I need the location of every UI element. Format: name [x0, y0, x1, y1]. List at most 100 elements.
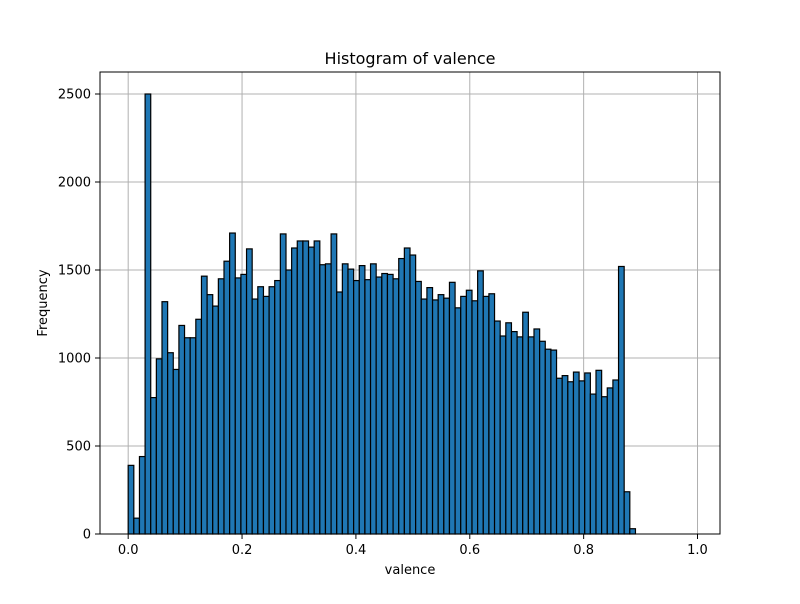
histogram-bar [561, 375, 569, 535]
x-tick-label: 0.6 [459, 543, 480, 558]
histogram-bar [465, 289, 473, 535]
histogram-bar [527, 336, 535, 535]
histogram-bar [510, 331, 518, 535]
plot-frame [99, 71, 721, 535]
histogram-bar [403, 247, 411, 535]
histogram-bar [347, 268, 355, 535]
histogram-bar [522, 311, 529, 535]
histogram-bar [167, 352, 174, 535]
histogram-bar [499, 335, 507, 535]
histogram-bar [161, 301, 169, 535]
histogram-bar [617, 265, 625, 535]
histogram-bar [437, 294, 445, 535]
histogram-bar [291, 247, 298, 535]
y-axis-ticks: 0 500 1000 1500 2000 2500 [58, 88, 100, 543]
histogram-bar [189, 337, 197, 535]
histogram-bar [127, 464, 135, 535]
histogram-bar [195, 318, 203, 535]
histogram-bar [206, 294, 214, 535]
x-tick-label: 0.8 [573, 543, 594, 558]
histogram-bar [415, 280, 422, 535]
histogram-bar [358, 265, 366, 535]
histogram-bar [245, 248, 253, 535]
x-tick-label: 0.2 [232, 543, 253, 558]
histogram-bar [623, 491, 631, 535]
histogram-bar [386, 273, 394, 535]
histogram-bar [274, 279, 281, 535]
histogram-bar [567, 381, 575, 535]
histogram-bar [409, 254, 417, 535]
histogram-bar [550, 349, 558, 535]
histogram-bar [572, 371, 580, 535]
histogram-bar [488, 293, 496, 535]
histogram-bar [268, 286, 276, 535]
histogram-bar [629, 528, 637, 535]
histogram-bar [319, 264, 327, 535]
histogram-bar [234, 277, 242, 535]
histogram-bar [584, 372, 591, 535]
y-tick-label: 2500 [58, 88, 91, 103]
histogram-bar [392, 278, 400, 535]
histogram-bar [443, 297, 451, 535]
histogram-bar [398, 257, 405, 535]
histogram-bar [595, 369, 603, 535]
histogram-bar [324, 263, 332, 535]
histogram-bar [330, 233, 338, 535]
histogram-bar [606, 387, 614, 535]
histogram-bar [150, 397, 157, 535]
histogram-bar [302, 240, 310, 535]
histogram-bar [183, 337, 191, 535]
histogram-bar [336, 291, 343, 535]
histogram-bar [144, 93, 152, 535]
y-tick-label: 1500 [58, 264, 91, 279]
x-tick-label: 0.0 [118, 543, 139, 558]
histogram-bar [612, 379, 620, 535]
histogram-bar [172, 368, 180, 535]
histogram-bar [375, 276, 383, 535]
histogram-bar [229, 232, 236, 535]
histogram-bar [448, 281, 456, 535]
histogram-bar [223, 260, 231, 535]
histogram-bar [533, 328, 541, 535]
x-tick-label: 0.4 [346, 543, 367, 558]
x-tick-label: 1.0 [687, 543, 708, 558]
histogram-bar [369, 263, 377, 535]
histogram-bar [138, 455, 146, 535]
y-tick-label: 0 [83, 528, 91, 543]
histogram-bar [353, 279, 360, 535]
x-axis-ticks: 0.0 0.2 0.4 0.6 0.8 1.0 [118, 534, 708, 558]
histogram-bar [133, 517, 141, 535]
histogram-bars [127, 93, 637, 535]
histogram-bar [601, 396, 608, 535]
histogram-bar [279, 233, 287, 535]
histogram-bar [200, 275, 208, 535]
histogram-bar [589, 393, 597, 535]
histogram-bar [262, 295, 270, 535]
y-axis-label: Frequency [36, 269, 51, 336]
histogram-bar [178, 324, 186, 535]
histogram-bar [341, 263, 349, 535]
histogram-bar [426, 287, 434, 535]
histogram-bar [516, 336, 524, 535]
histogram-bar [544, 348, 552, 535]
histogram-bar [505, 322, 513, 535]
y-tick-label: 500 [66, 440, 91, 455]
histogram-bar [381, 272, 389, 535]
histogram-bar [477, 270, 484, 535]
histogram-bar [420, 298, 428, 535]
y-tick-label: 2000 [58, 176, 91, 191]
histogram-bar [539, 340, 546, 535]
histogram-bar [307, 246, 315, 535]
chart-title: Histogram of valence [325, 49, 496, 68]
histogram-bar [364, 279, 372, 535]
histogram-bar [493, 320, 501, 535]
histogram-bar [240, 273, 248, 535]
histogram-bar [212, 305, 219, 535]
histogram-bar [257, 286, 265, 535]
histogram-bar [313, 240, 321, 535]
histogram-bar [471, 300, 479, 535]
y-tick-label: 1000 [58, 352, 91, 367]
histogram-bar [251, 298, 259, 535]
histogram-bar [155, 358, 163, 535]
